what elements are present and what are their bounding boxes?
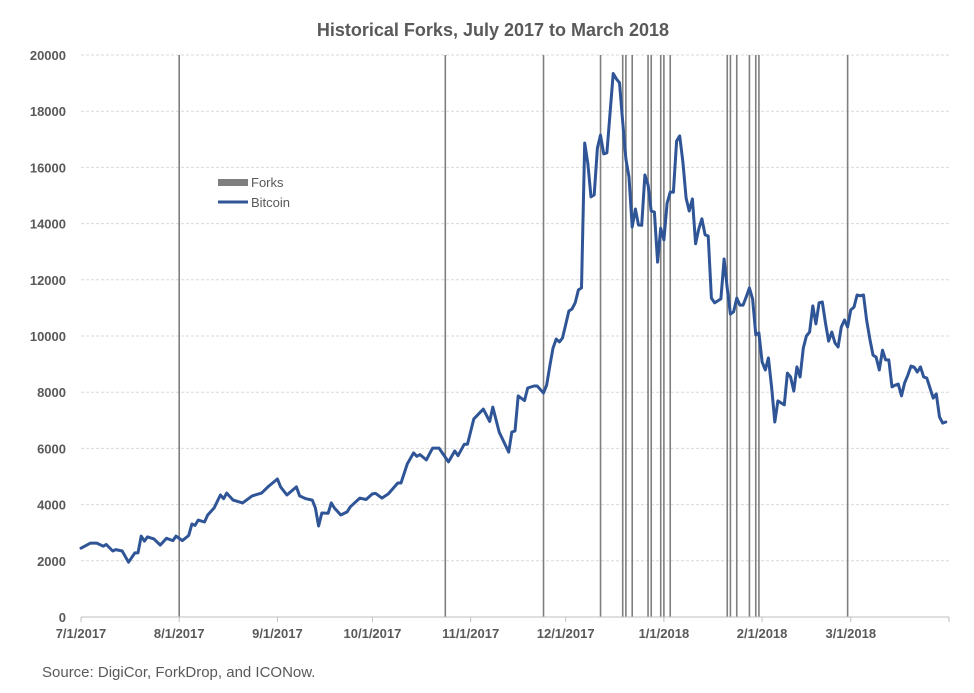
y-axis-ticks: 0 2000 4000 6000 8000 10000 12000 14000 16000 180… — [30, 48, 66, 625]
legend-forks-swatch — [218, 179, 248, 186]
y-tick-label: 8000 — [37, 385, 66, 400]
y-tick-label: 10000 — [30, 329, 66, 344]
y-tick-label: 20000 — [30, 48, 66, 63]
bitcoin-price-line — [79, 72, 948, 564]
x-tick-label: 11/1/2017 — [442, 626, 499, 641]
x-tick-label: 12/1/2017 — [537, 626, 595, 641]
y-tick-label: 0 — [59, 610, 66, 625]
y-tick-label: 14000 — [30, 217, 66, 232]
legend-forks-label: Forks — [251, 175, 284, 190]
x-tick-label: 2/1/2018 — [737, 626, 788, 641]
source-note: Source: DigiCor, ForkDrop, and ICONow. — [42, 664, 316, 681]
chart-title: Historical Forks, July 2017 to March 201… — [317, 20, 669, 40]
x-axis-ticks: 7/1/2017 8/1/2017 9/1/2017 10/1/2017 11/1/20… — [56, 617, 950, 641]
x-tick-label: 9/1/2017 — [252, 626, 303, 641]
bitcoin-series — [79, 72, 948, 564]
y-tick-label: 4000 — [37, 498, 66, 513]
y-tick-label: 2000 — [37, 554, 66, 569]
y-tick-label: 12000 — [30, 273, 66, 288]
legend: Forks Bitcoin — [218, 175, 290, 210]
y-tick-label: 6000 — [37, 441, 66, 456]
legend-bitcoin-label: Bitcoin — [251, 195, 290, 210]
x-tick-label: 1/1/2018 — [639, 626, 690, 641]
x-tick-label: 7/1/2017 — [56, 626, 107, 641]
x-tick-label: 3/1/2018 — [825, 626, 876, 641]
y-tick-label: 18000 — [30, 104, 66, 119]
x-tick-label: 10/1/2017 — [344, 626, 402, 641]
y-tick-label: 16000 — [30, 160, 66, 175]
x-tick-label: 8/1/2017 — [154, 626, 205, 641]
